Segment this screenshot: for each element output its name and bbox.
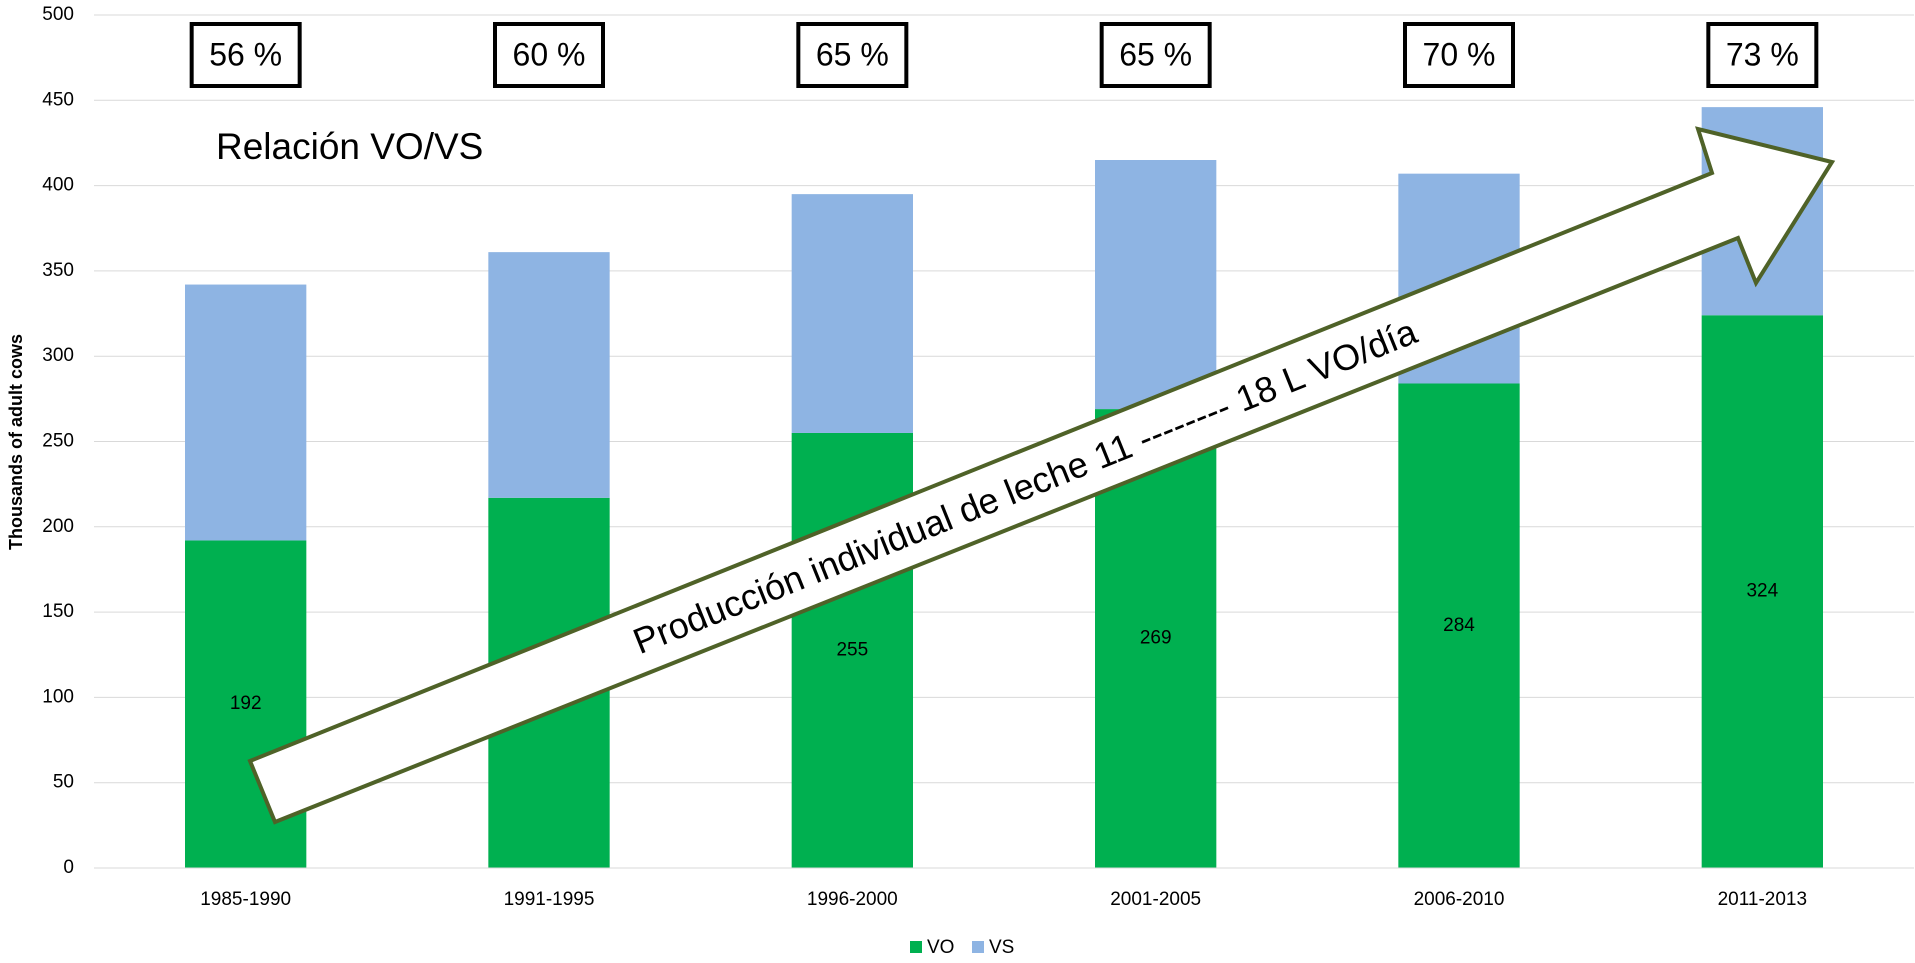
y-tick-label: 300 bbox=[42, 345, 74, 366]
y-tick-label: 400 bbox=[42, 175, 74, 196]
bar-segment bbox=[1095, 160, 1217, 410]
ratio-label: 60 % bbox=[513, 36, 586, 72]
bar-segment bbox=[1398, 383, 1520, 868]
y-tick-label: 50 bbox=[53, 772, 74, 793]
ratio-box bbox=[1403, 22, 1515, 88]
legend-swatch bbox=[910, 941, 922, 953]
y-tick-label: 250 bbox=[42, 431, 74, 452]
ratio-label: 73 % bbox=[1726, 36, 1799, 72]
x-tick-label: 1991-1995 bbox=[504, 889, 595, 910]
arrow bbox=[247, 126, 1836, 825]
ratio-box bbox=[1099, 22, 1212, 88]
y-tick-label: 100 bbox=[42, 686, 74, 707]
bar-segment bbox=[1701, 315, 1823, 869]
y-tick-label: 450 bbox=[42, 89, 74, 110]
data-label: 269 bbox=[1140, 628, 1172, 649]
ratio-box bbox=[493, 22, 605, 88]
x-tick-label: 2011-2013 bbox=[1718, 889, 1807, 910]
y-axis-label: Thousands of adult cows bbox=[6, 334, 26, 550]
x-tick-label: 1996-2000 bbox=[807, 889, 898, 910]
arrow-text: Producción individual de leche 11 ------… bbox=[627, 310, 1423, 662]
ratio-label: 65 % bbox=[1119, 36, 1192, 72]
ratio-box bbox=[189, 22, 302, 88]
x-tick-label: 1985-1990 bbox=[200, 889, 291, 910]
bar-segment bbox=[185, 284, 307, 541]
data-label: 284 bbox=[1443, 615, 1475, 636]
data-label: 324 bbox=[1746, 581, 1778, 602]
data-label: 255 bbox=[836, 640, 868, 661]
legend-swatch bbox=[972, 941, 984, 953]
ratio-label: 70 % bbox=[1423, 36, 1496, 72]
chart-title: Relación VO/VS bbox=[216, 126, 483, 167]
data-label: 192 bbox=[230, 693, 262, 714]
bar-segment bbox=[488, 252, 610, 498]
y-tick-label: 150 bbox=[42, 601, 74, 622]
y-tick-label: 350 bbox=[42, 260, 74, 281]
bar-segment bbox=[791, 194, 913, 433]
y-tick-label: 0 bbox=[63, 857, 74, 878]
y-tick-label: 500 bbox=[42, 4, 74, 25]
x-tick-label: 2006-2010 bbox=[1414, 889, 1505, 910]
x-tick-label: 2001-2005 bbox=[1110, 889, 1201, 910]
ratio-label: 56 % bbox=[209, 36, 282, 72]
legend-label: VO bbox=[927, 937, 954, 958]
legend-label: VS bbox=[989, 937, 1014, 958]
ratio-label: 65 % bbox=[816, 36, 889, 72]
ratio-box bbox=[796, 22, 909, 88]
y-tick-label: 200 bbox=[42, 516, 74, 537]
ratio-box bbox=[1706, 22, 1819, 88]
